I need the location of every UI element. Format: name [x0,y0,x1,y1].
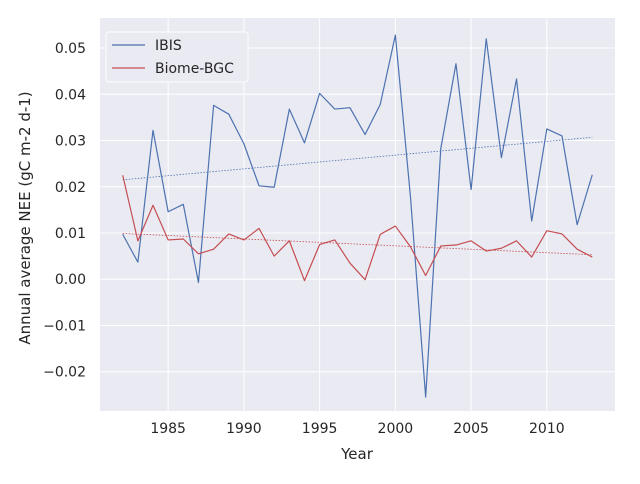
y-tick-label: 0.00 [55,272,86,288]
y-tick-label: 0.03 [55,134,86,150]
y-axis-label: Annual average NEE (gC m-2 d-1) [16,91,34,344]
y-tick-label: −0.01 [43,318,86,334]
trendline-biome-bgc [122,233,593,256]
y-tick-label: 0.04 [55,87,86,103]
series-lines [122,34,593,398]
y-tick-label: −0.02 [43,365,86,381]
series-line-biome-bgc [122,175,593,282]
y-tick-label: 0.05 [55,41,86,57]
legend-label-ibis: IBIS [155,38,182,54]
legend: IBIS Biome-BGC [105,31,249,83]
x-tick-label: 1990 [226,421,262,437]
x-tick-label: 1985 [150,421,186,437]
x-axis-label: Year [340,445,374,463]
y-tick-label: 0.02 [55,180,86,196]
x-tick-label: 2000 [378,421,414,437]
legend-label-biome-bgc: Biome-BGC [155,61,234,77]
x-tick-label: 2005 [453,421,489,437]
trendline-ibis [122,136,593,181]
x-tick-label: 1995 [302,421,338,437]
y-tick-label: 0.01 [55,226,86,242]
tick-labels: 1985 1990 1995 2000 2005 2010 −0.02 −0.01 0.00 0.… [43,41,565,437]
grid [100,18,615,411]
x-tick-label: 2010 [529,421,565,437]
